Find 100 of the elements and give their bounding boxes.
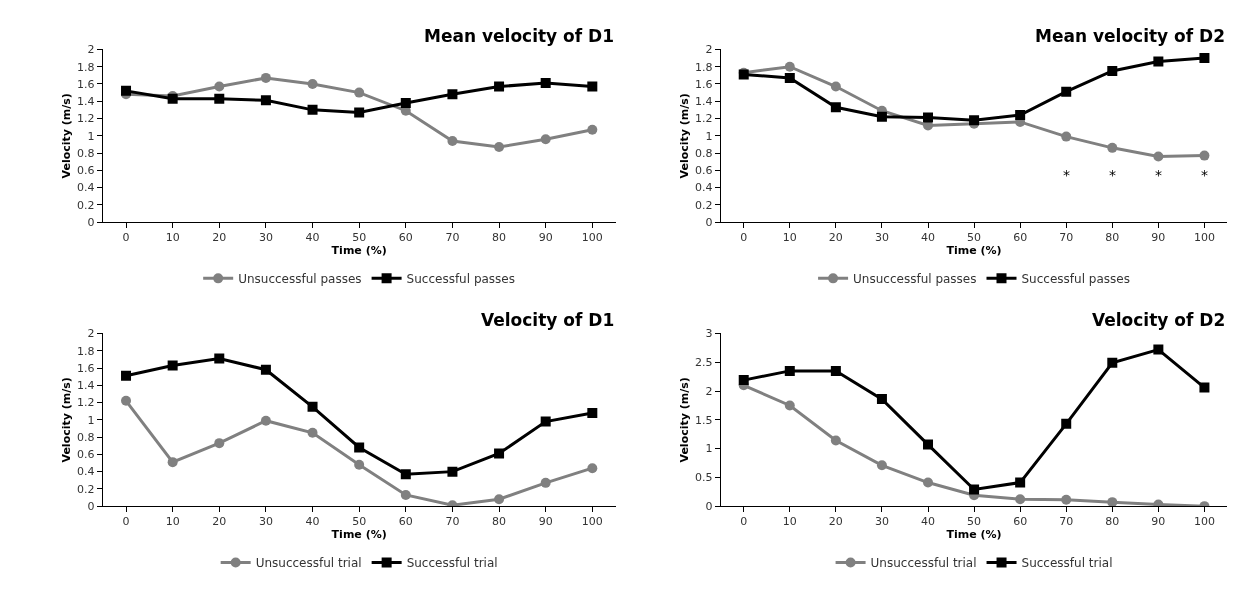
point [260, 72, 271, 83]
point [830, 365, 841, 376]
y-tick-label: 1.4 [77, 95, 95, 109]
point [214, 93, 225, 104]
point [307, 104, 318, 115]
point [121, 370, 132, 381]
legend-label: Successful passes [406, 272, 515, 287]
point [494, 494, 505, 505]
y-tick-label: 1 [87, 413, 95, 427]
point [494, 141, 505, 152]
point [260, 95, 271, 106]
point [587, 124, 598, 135]
y-tick-label: 1.2 [77, 112, 95, 126]
legend-label: Successful trial [406, 556, 498, 571]
point [587, 407, 598, 418]
point [494, 448, 505, 459]
x-tick-label: 100 [1193, 231, 1215, 245]
point [1199, 382, 1210, 393]
x-tick-label: 30 [258, 515, 273, 529]
point [1107, 66, 1118, 76]
point [447, 135, 458, 146]
point [354, 442, 365, 453]
point [923, 112, 934, 123]
x-tick-label: 20 [828, 231, 843, 245]
x-tick-label: 90 [538, 231, 553, 245]
point [1199, 53, 1210, 64]
y-tick-label: 2 [705, 384, 713, 398]
x-tick-label: 100 [581, 231, 603, 245]
y-tick-label: 2 [87, 43, 95, 57]
legend-label: Unsuccessful trial [255, 556, 362, 571]
x-tick-label: 50 [352, 515, 367, 529]
point [1061, 86, 1072, 97]
y-tick-label: 1.4 [695, 95, 713, 109]
x-tick-label: 80 [1105, 515, 1120, 529]
x-tick-label: 50 [967, 515, 982, 529]
point [400, 469, 411, 480]
x-tick-label: 70 [1059, 231, 1074, 245]
x-axis-title: Time (%) [331, 528, 387, 542]
y-tick-label: 0.2 [695, 198, 713, 212]
x-tick-label: 90 [1151, 515, 1166, 529]
y-tick-label: 0.4 [77, 465, 95, 479]
y-tick-label: 0 [87, 500, 95, 514]
point [876, 460, 887, 471]
legend-label: Successful passes [1021, 272, 1130, 287]
annotation: * [1063, 167, 1070, 183]
x-tick-label: 60 [1013, 231, 1028, 245]
point [1061, 131, 1072, 142]
x-tick-label: 80 [492, 515, 507, 529]
point [830, 435, 841, 446]
point [784, 61, 795, 72]
y-tick-label: 0 [87, 215, 95, 229]
x-tick-label: 20 [212, 231, 227, 245]
y-tick-label: 1.5 [695, 413, 713, 427]
y-tick-label: 1.8 [695, 60, 713, 74]
point [167, 457, 178, 468]
point [540, 416, 551, 427]
x-tick-label: 70 [445, 231, 460, 245]
point [1107, 142, 1118, 153]
x-tick-label: 50 [352, 231, 367, 245]
y-tick-label: 0.4 [695, 181, 713, 195]
point [1107, 357, 1118, 368]
x-tick-label: 30 [874, 515, 889, 529]
x-tick-label: 40 [305, 515, 320, 529]
y-axis-title: Velocity (m/s) [677, 93, 691, 179]
y-tick-label: 1.2 [77, 396, 95, 410]
point [260, 364, 271, 375]
x-tick-label: 80 [492, 231, 507, 245]
point [540, 477, 551, 488]
point [121, 85, 132, 96]
point [214, 81, 225, 92]
x-tick-label: 30 [874, 231, 889, 245]
y-tick-label: 0.5 [695, 471, 713, 485]
point [354, 459, 365, 470]
point [784, 365, 795, 376]
x-axis-title: Time (%) [331, 244, 387, 258]
chart-title: Mean velocity of D2 [1035, 26, 1226, 46]
point [587, 81, 598, 92]
x-axis-title: Time (%) [946, 244, 1002, 258]
point [121, 395, 132, 406]
point [876, 111, 887, 122]
y-tick-label: 2 [705, 43, 713, 57]
x-tick-label: 10 [165, 231, 180, 245]
legend-label: Successful trial [1021, 556, 1113, 571]
point [784, 72, 795, 83]
point [1153, 56, 1164, 67]
point [969, 484, 980, 495]
x-tick-label: 0 [740, 231, 748, 245]
x-tick-label: 30 [258, 231, 273, 245]
point [1107, 497, 1118, 507]
x-tick-label: 10 [165, 515, 180, 529]
y-tick-label: 1.8 [77, 60, 95, 74]
y-tick-label: 0.2 [77, 482, 95, 496]
y-tick-label: 1.2 [695, 112, 713, 126]
annotation: * [1109, 167, 1116, 183]
x-tick-label: 70 [445, 515, 460, 529]
x-tick-label: 10 [782, 515, 797, 529]
y-tick-label: 1.8 [77, 344, 95, 358]
point [260, 415, 271, 426]
chart-title: Mean velocity of D1 [424, 26, 615, 46]
point [587, 463, 598, 474]
